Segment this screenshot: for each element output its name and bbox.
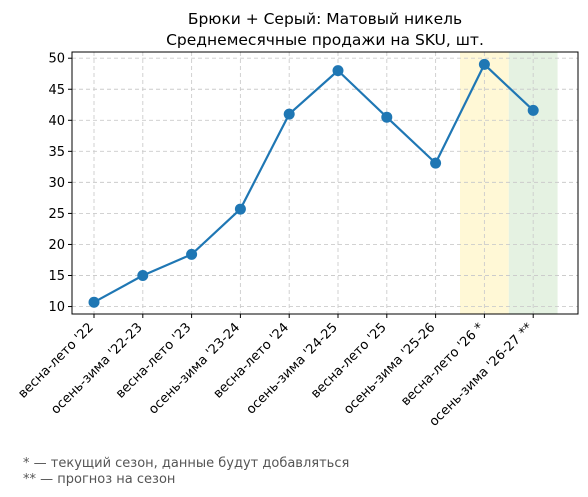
data-point-9 — [527, 104, 539, 116]
x-tick-label-3: осень-зима '23-24 — [146, 320, 243, 417]
data-point-2 — [186, 248, 198, 260]
series-group — [88, 58, 539, 308]
data-point-1 — [137, 270, 149, 282]
x-tick-label-7: осень-зима '25-26 — [341, 320, 438, 417]
y-tick-label-2: 20 — [48, 238, 65, 253]
series-line-0 — [93, 63, 534, 304]
x-tick-label-8: весна-лето '26 * — [398, 320, 487, 409]
season-highlights — [460, 52, 558, 314]
y-tick-label-4: 30 — [48, 176, 65, 191]
footnote-forecast: ** — прогноз на сезон — [23, 472, 176, 487]
data-point-7 — [430, 157, 442, 169]
x-tick-label-5: осень-зима '24-25 — [244, 320, 341, 417]
data-point-8 — [478, 58, 490, 70]
x-tick-label-1: осень-зима '22-23 — [48, 320, 145, 417]
y-tick-label-1: 15 — [48, 269, 65, 284]
y-tick-label-7: 45 — [48, 83, 65, 98]
plot-frame — [71, 51, 579, 315]
y-axis-ticks: 10 15 20 25 30 35 40 45 50 — [48, 52, 72, 315]
chart-title-line1: Брюки + Серый: Матовый никель — [188, 10, 462, 28]
data-point-3 — [234, 203, 246, 215]
highlight-band-1 — [508, 52, 558, 314]
data-point-6 — [381, 111, 393, 123]
data-point-0 — [88, 296, 100, 308]
chart-title-line2: Среднемесячные продажи на SKU, шт. — [166, 31, 484, 49]
data-point-4 — [283, 108, 295, 120]
highlight-band-0 — [460, 52, 509, 314]
y-tick-label-8: 50 — [48, 52, 65, 67]
y-tick-label-0: 10 — [48, 300, 65, 315]
y-tick-label-5: 35 — [48, 145, 65, 160]
y-tick-label-3: 25 — [48, 207, 65, 222]
footnote-current-season: * — текущий сезон, данные будут добавлят… — [23, 456, 350, 471]
y-tick-label-6: 40 — [48, 114, 65, 129]
data-point-5 — [332, 65, 344, 77]
chart: Брюки + Серый: Матовый никель Среднемеся… — [15, 10, 579, 430]
